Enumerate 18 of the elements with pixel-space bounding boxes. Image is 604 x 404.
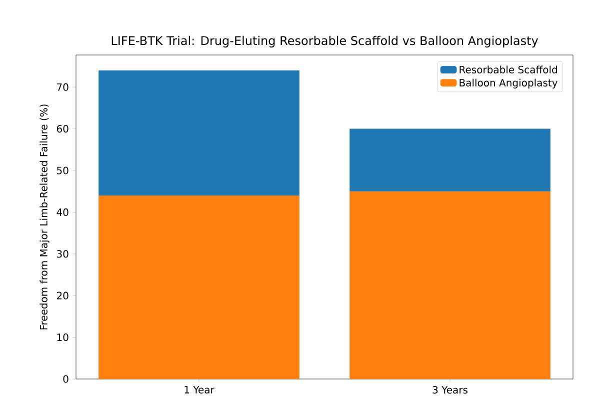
bar <box>98 196 300 379</box>
y-tick-label: 50 <box>57 166 68 174</box>
y-tick-label: 70 <box>57 83 68 91</box>
legend-label: Balloon Angioplasty <box>460 78 558 88</box>
x-tick-label: 3 Years <box>432 386 468 394</box>
y-tick-label: 10 <box>57 334 68 342</box>
y-tick-label: 20 <box>56 292 68 300</box>
y-tick-label: 60 <box>56 125 68 133</box>
y-tick-label: 30 <box>57 250 68 258</box>
bar <box>350 128 550 192</box>
y-axis-title: Freedom from Major Limb-Related Failure (%) <box>40 104 50 330</box>
legend-label: Resorbable Scaffold <box>460 66 557 74</box>
y-tick-label: 40 <box>56 208 68 216</box>
chart-title: LIFE-BTK Trial: Drug-Eluting Resorbable Scaffold vs Balloon Angioplasty <box>112 36 538 48</box>
y-tick-label: 0 <box>63 375 68 383</box>
bar <box>350 191 550 379</box>
bar <box>98 70 300 196</box>
x-tick-label: 1 Year <box>184 386 214 394</box>
